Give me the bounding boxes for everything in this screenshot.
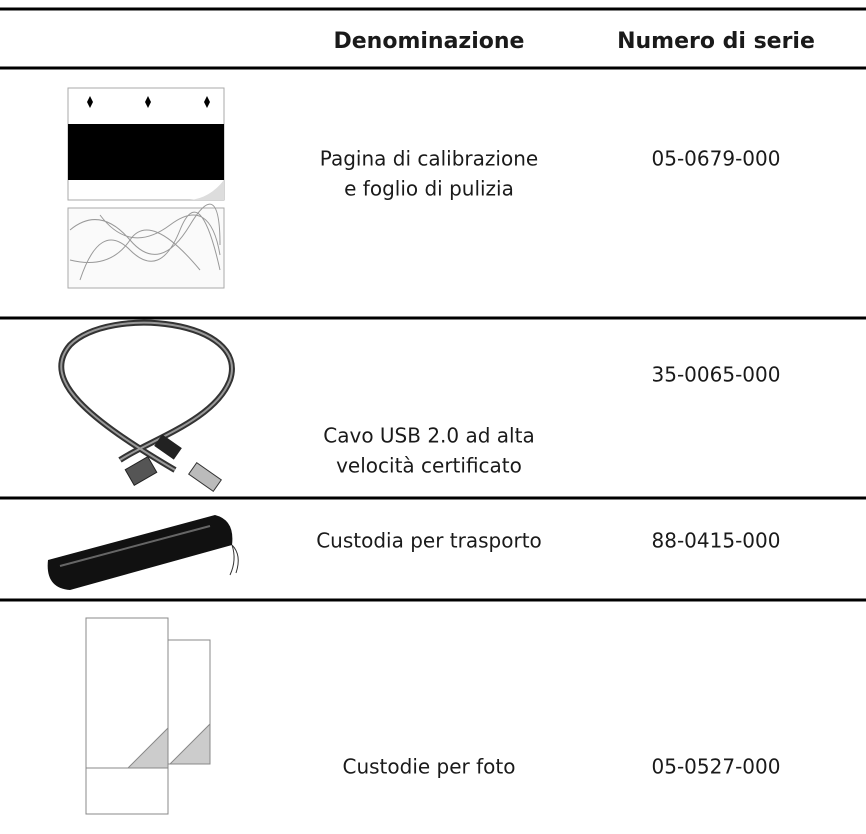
serial-number: 05-0679-000 bbox=[652, 147, 781, 171]
serial-number: 35-0065-000 bbox=[652, 363, 781, 387]
serial-number: 05-0527-000 bbox=[652, 755, 781, 779]
item-name: Cavo USB 2.0 ad alta bbox=[323, 424, 534, 448]
usb-cable-image bbox=[58, 319, 235, 493]
photo-sleeves-image bbox=[85, 617, 211, 815]
header-cell: Denominazione bbox=[334, 29, 525, 54]
serial-number: 88-0415-000 bbox=[652, 529, 781, 553]
table-body: Pagina di calibrazione e foglio di pulizi… bbox=[316, 147, 780, 779]
item-name: velocità certificato bbox=[336, 454, 522, 478]
carrying-sleeve-image bbox=[47, 515, 239, 590]
header-cell: Numero di serie bbox=[617, 29, 815, 54]
item-name: e foglio di pulizia bbox=[344, 177, 514, 201]
cleaning-sheet-image bbox=[67, 203, 225, 289]
calibration-image bbox=[67, 87, 225, 201]
item-name: Custodie per foto bbox=[343, 755, 516, 779]
item-name: Custodia per trasporto bbox=[316, 529, 542, 553]
item-name: Pagina di calibrazione bbox=[320, 147, 538, 171]
